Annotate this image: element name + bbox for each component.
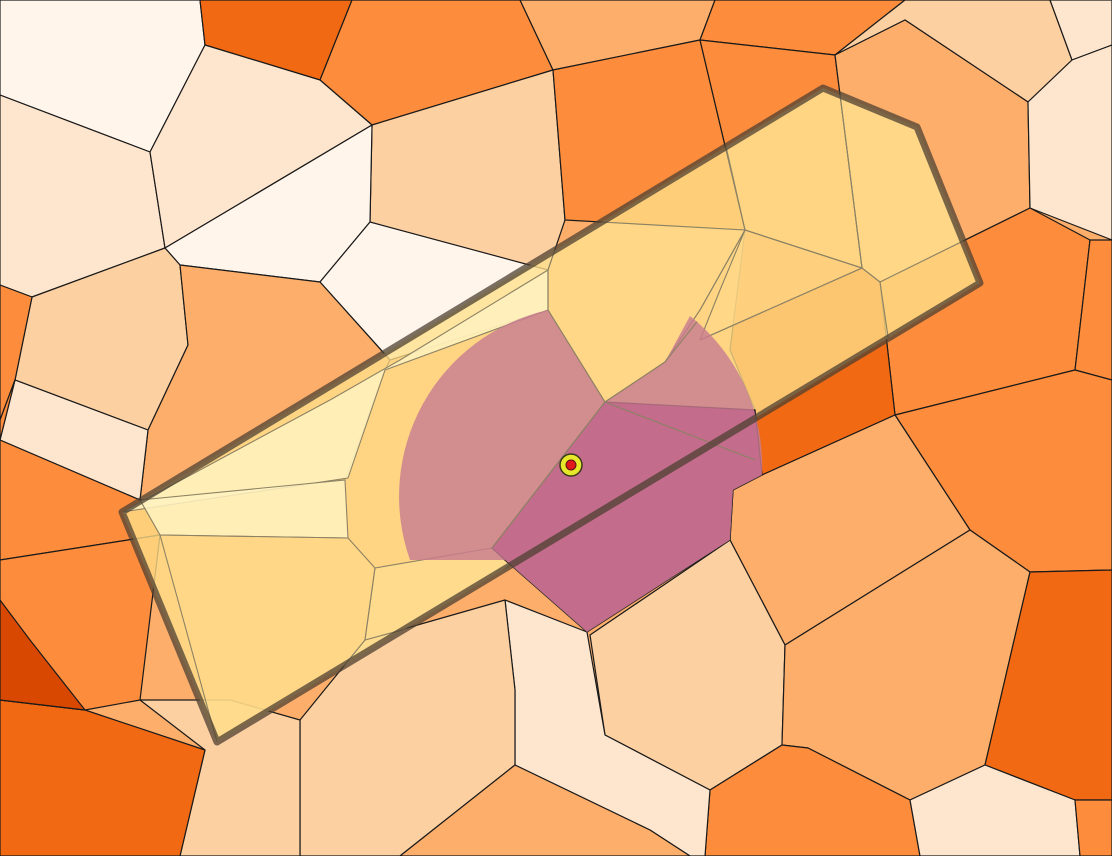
buffer-cell-edge (744, 229, 891, 351)
buffer-cell-edge (699, 267, 863, 341)
voronoi-cell[interactable] (0, 379, 16, 441)
voronoi-cell[interactable] (1074, 239, 1112, 381)
voronoi-cell[interactable] (0, 599, 86, 711)
voronoi-cell[interactable] (1074, 799, 1112, 856)
query-point[interactable] (559, 453, 583, 477)
circle-cell-edge (604, 401, 756, 461)
circle-cell-edge (547, 309, 701, 403)
rect-buffer-outline (118, 84, 984, 746)
voronoi-cell[interactable] (1027, 44, 1112, 241)
circle-cell-edge (491, 401, 606, 549)
voronoi-cell[interactable] (399, 764, 691, 856)
voronoi-cell[interactable] (1049, 0, 1112, 61)
query-point-center (565, 459, 577, 471)
